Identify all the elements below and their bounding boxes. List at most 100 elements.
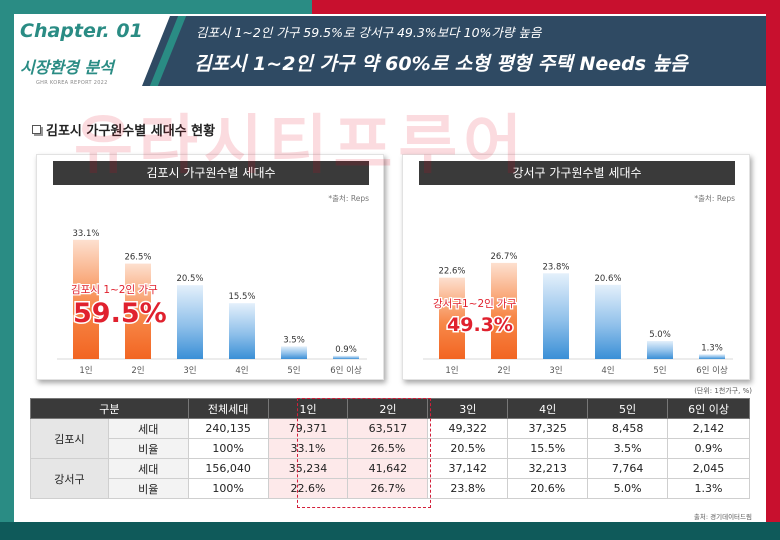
- table-cell: 240,135: [187, 418, 269, 439]
- x-tick-label: 6인 이상: [696, 365, 728, 376]
- table-cell: 20.6%: [507, 478, 589, 499]
- bar-1: [439, 277, 465, 359]
- table-metric: 세대: [107, 458, 189, 479]
- table-region-gangseo: 강서구: [30, 458, 109, 499]
- table-cell: 2,142: [667, 418, 750, 439]
- table-cell: 0.9%: [667, 438, 750, 459]
- table-metric: 세대: [107, 418, 189, 439]
- bar-4: [229, 303, 255, 359]
- table-cell: 1.3%: [667, 478, 750, 499]
- table-header-4p: 4인: [507, 398, 589, 419]
- table-metric: 비율: [107, 438, 189, 459]
- table-cell: 37,142: [427, 458, 509, 479]
- bar-5: [647, 341, 673, 359]
- data-label: 5.0%: [649, 330, 671, 340]
- table-cell: 41,642: [347, 458, 429, 479]
- table-header-category: 구분: [30, 398, 189, 419]
- table-row: 비율 100% 22.6% 26.7% 23.8% 20.6% 5.0% 1.3…: [31, 478, 750, 499]
- chart-source-gimpo: *출처: Reps: [328, 194, 369, 203]
- bar-3: [543, 273, 569, 359]
- table-cell: 22.6%: [267, 478, 349, 499]
- chart-source-gangseo: *출처: Reps: [694, 194, 735, 203]
- bar-4: [595, 284, 621, 359]
- x-tick-label: 2인: [497, 365, 510, 376]
- callout-value: 59.5%: [73, 298, 167, 329]
- x-tick-label: 1인: [445, 365, 458, 376]
- bar-5: [281, 346, 307, 359]
- x-tick-label: 4인: [601, 365, 614, 376]
- table-row: 비율 100% 33.1% 26.5% 20.5% 15.5% 3.5% 0.9…: [31, 438, 750, 459]
- bar-6: [333, 355, 359, 359]
- frame-bottom: [0, 522, 780, 540]
- table-header-1p: 1인: [267, 398, 349, 419]
- x-tick-label: 1인: [79, 365, 92, 376]
- table-cell: 7,764: [587, 458, 669, 479]
- table-metric: 비율: [107, 478, 189, 499]
- x-tick-label: 6인 이상: [330, 365, 362, 376]
- x-tick-label: 2인: [131, 365, 144, 376]
- data-label: 26.7%: [490, 252, 517, 262]
- data-label: 3.5%: [283, 335, 305, 345]
- table-header-6p: 6인 이상: [667, 398, 750, 419]
- table-cell: 5.0%: [587, 478, 669, 499]
- x-tick-label: 3인: [549, 365, 562, 376]
- section-title: 김포시 가구원수별 세대수 현황: [32, 120, 215, 139]
- table-cell: 33.1%: [267, 438, 349, 459]
- table-header-5p: 5인: [587, 398, 669, 419]
- table-cell: 26.5%: [347, 438, 429, 459]
- bar-2: [491, 262, 517, 359]
- data-label: 26.5%: [124, 253, 151, 263]
- frame-left: [0, 0, 14, 540]
- frame-top: [0, 0, 780, 14]
- checkbox-icon: [32, 125, 41, 134]
- table-header-2p: 2인: [347, 398, 429, 419]
- table-source: 출처: 경기데이터드림: [693, 513, 752, 521]
- table-unit-note: (단위: 1천가구, %): [694, 387, 752, 395]
- page: Chapter. 01 시장환경 분석 GHR KOREA REPORT 202…: [14, 14, 766, 522]
- chart-gimpo: 33.1% 1인 26.5% 2인 20.5% 3인 15.5% 4인 3.5% 5인 0.9% 6인…: [57, 229, 367, 376]
- chart-title-gimpo: 김포시 가구원수별 세대수: [53, 161, 369, 185]
- table-cell: 156,040: [187, 458, 269, 479]
- data-label: 23.8%: [542, 262, 569, 272]
- data-label: 20.5%: [176, 274, 203, 284]
- page-subtitle: 김포시 1~2인 가구 59.5%로 강서구 49.3%보다 10%가량 높음: [196, 25, 542, 40]
- bar-6: [699, 354, 725, 359]
- table-cell: 20.5%: [427, 438, 509, 459]
- chart-panel-gimpo: 33.1% 1인 26.5% 2인 20.5% 3인 15.5% 4인 3.5% 5인 0.9% 6인…: [36, 154, 384, 380]
- x-tick-label: 3인: [183, 365, 196, 376]
- table-header-row: 구분 전체세대 1인 2인 3인 4인 5인 6인 이상: [30, 398, 750, 419]
- table-row: 강서구 세대 156,040 35,234 41,642 37,142 32,2…: [30, 458, 750, 499]
- chart-gangseo: 22.6% 1인 26.7% 2인 23.8% 3인 20.6% 4인 5.0% 5인 1.3% 6인…: [423, 252, 733, 376]
- table-cell: 23.8%: [427, 478, 509, 499]
- callout-value: 49.3%: [447, 314, 513, 336]
- x-tick-label: 4인: [235, 365, 248, 376]
- table-header-total: 전체세대: [187, 398, 269, 419]
- data-label: 0.9%: [335, 345, 357, 355]
- callout-label: 김포시 1~2인 가구: [71, 284, 158, 296]
- callout-label: 강서구1~2인 가구: [433, 298, 517, 310]
- household-table: 구분 전체세대 1인 2인 3인 4인 5인 6인 이상 김포시 세대 240,…: [30, 398, 750, 499]
- chart-panel-gangseo: 22.6% 1인 26.7% 2인 23.8% 3인 20.6% 4인 5.0% 5인 1.3% 6인…: [402, 154, 750, 380]
- table-cell: 35,234: [267, 458, 349, 479]
- bar-1: [73, 239, 99, 359]
- chapter-label: Chapter. 01: [20, 20, 143, 42]
- table-cell: 79,371: [267, 418, 349, 439]
- table-cell: 49,322: [427, 418, 509, 439]
- x-tick-label: 5인: [287, 365, 300, 376]
- table-cell: 63,517: [347, 418, 429, 439]
- data-label: 33.1%: [72, 229, 99, 239]
- chapter-subtitle: 시장환경 분석: [20, 58, 114, 77]
- table-header-3p: 3인: [427, 398, 509, 419]
- frame-right: [766, 0, 780, 540]
- table-cell: 100%: [187, 478, 269, 499]
- page-title: 김포시 1~2인 가구 약 60%로 소형 평형 주택 Needs 높음: [194, 53, 688, 75]
- table-cell: 2,045: [667, 458, 750, 479]
- data-label: 1.3%: [701, 343, 723, 353]
- bar-2: [125, 263, 151, 359]
- data-label: 22.6%: [438, 267, 465, 277]
- chart-title-gangseo: 강서구 가구원수별 세대수: [419, 161, 735, 185]
- table-cell: 100%: [187, 438, 269, 459]
- report-tag: GHR KOREA REPORT 2022: [36, 80, 108, 86]
- table-cell: 8,458: [587, 418, 669, 439]
- table-cell: 15.5%: [507, 438, 589, 459]
